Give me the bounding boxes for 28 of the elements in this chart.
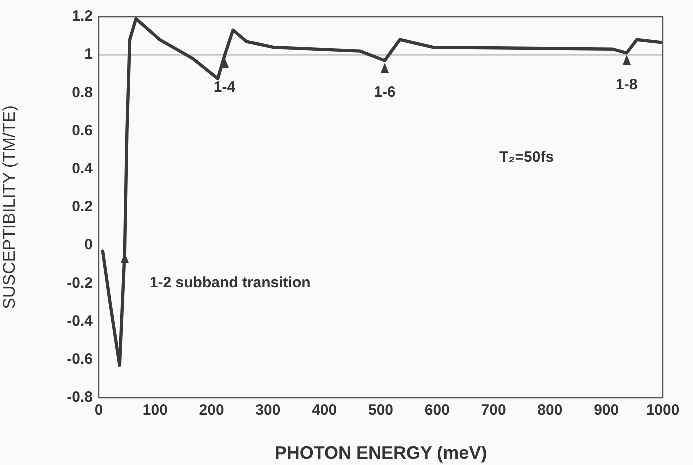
y-tick-label: 0.4 <box>72 160 94 178</box>
annotation: 1-8 <box>616 76 638 94</box>
y-tick-label: -0.8 <box>67 389 93 406</box>
x-tick-label: 400 <box>312 402 338 420</box>
annotation: T₂=50fs <box>499 149 554 166</box>
x-tick-label: 900 <box>594 402 620 420</box>
y-tick-label: 0.8 <box>72 84 93 102</box>
x-tick-label: 500 <box>368 402 394 420</box>
x-tick-label: 1000 <box>646 402 680 420</box>
y-tick-label: -0.6 <box>67 351 93 368</box>
annotation: 1-4 <box>214 79 236 96</box>
y-tick-label: -0.2 <box>67 274 93 292</box>
annotation: 1-2 subband transition <box>150 274 311 292</box>
y-tick-label: 0.6 <box>72 122 93 140</box>
x-tick-label: 100 <box>142 402 168 420</box>
x-tick-label: 200 <box>199 402 224 420</box>
x-tick-label: 600 <box>424 402 450 420</box>
y-tick-label: 1 <box>84 46 93 64</box>
y-tick-label: 0 <box>84 236 93 254</box>
y-axis-title: SUSCEPTIBILITY (TM/TE) <box>0 106 19 310</box>
y-tick-label: 1.2 <box>72 8 93 26</box>
annotation: 1-6 <box>374 84 396 101</box>
x-tick-label: 800 <box>538 402 563 420</box>
x-axis-title: PHOTON ENERGY (meV) <box>274 443 488 464</box>
y-tick-label: -0.4 <box>67 312 94 330</box>
x-tick-label: 300 <box>256 402 281 420</box>
x-tick-label: 700 <box>481 402 506 420</box>
y-tick-label: 0.2 <box>72 198 93 216</box>
